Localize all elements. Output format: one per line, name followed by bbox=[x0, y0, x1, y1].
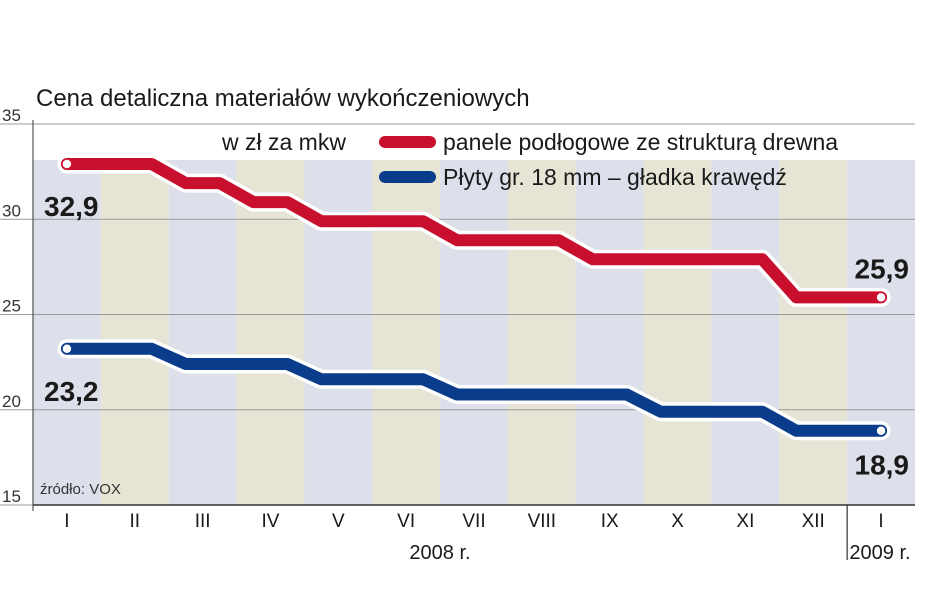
series-line-plyty bbox=[60, 342, 888, 437]
series-line-panele bbox=[60, 158, 888, 304]
column-band bbox=[575, 160, 644, 505]
y-tick-label: 25 bbox=[2, 297, 21, 316]
x-tick-label: VII bbox=[462, 511, 485, 532]
column-band bbox=[847, 160, 915, 505]
x-tick-label: I bbox=[64, 511, 69, 532]
x-tick-label: II bbox=[129, 511, 140, 532]
y-tick-label: 35 bbox=[2, 106, 21, 125]
source-note: źródło: VOX bbox=[40, 481, 121, 498]
x-tick-label: XI bbox=[736, 511, 754, 532]
data-label-plyty-end: 18,9 bbox=[855, 450, 910, 481]
column-band bbox=[236, 160, 305, 505]
column-band bbox=[168, 160, 237, 505]
x-tick-label: V bbox=[332, 511, 345, 532]
unit-label: w zł za mkw bbox=[221, 129, 346, 155]
column-band bbox=[100, 160, 169, 505]
point-marker-panele bbox=[61, 158, 73, 170]
x-tick-label: VIII bbox=[528, 511, 557, 532]
chart-title: Cena detaliczna materiałów wykończeniowy… bbox=[36, 85, 530, 112]
data-label-panele-end: 25,9 bbox=[855, 253, 910, 284]
column-band bbox=[440, 160, 508, 505]
x-tick-label: VI bbox=[397, 511, 415, 532]
x-tick-label: IV bbox=[261, 511, 279, 532]
x-tick-label: X bbox=[671, 511, 684, 532]
point-marker-plyty bbox=[875, 424, 887, 437]
point-marker-panele bbox=[875, 291, 887, 304]
y-tick-label: 30 bbox=[2, 201, 21, 220]
legend-label-plyty: Płyty gr. 18 mm – gładka krawędź bbox=[443, 164, 787, 190]
x-tick-label: XII bbox=[802, 511, 825, 532]
data-labels: 32,9 25,9 23,2 18,9 bbox=[44, 191, 909, 481]
data-label-panele-start: 32,9 bbox=[44, 191, 99, 222]
column-band bbox=[643, 160, 712, 505]
legend: panele podłogowe ze strukturą drewna Pły… bbox=[379, 129, 838, 190]
point-marker-plyty bbox=[61, 343, 73, 355]
year-label-2008: 2008 r. bbox=[409, 542, 470, 564]
x-tick-label: III bbox=[195, 511, 211, 532]
column-band bbox=[711, 160, 780, 505]
y-tick-label: 15 bbox=[2, 487, 21, 506]
x-tick-label: IX bbox=[601, 511, 619, 532]
y-tick-label: 20 bbox=[2, 392, 21, 411]
column-band bbox=[507, 160, 576, 505]
series-lines bbox=[57, 154, 891, 441]
legend-label-panele: panele podłogowe ze strukturą drewna bbox=[443, 129, 838, 155]
x-tick-label: I bbox=[878, 511, 883, 532]
column-band bbox=[33, 160, 101, 505]
data-label-plyty-start: 23,2 bbox=[44, 376, 99, 407]
column-band bbox=[779, 160, 848, 505]
year-label-2009: 2009 r. bbox=[849, 542, 910, 564]
column-bands bbox=[33, 160, 915, 505]
